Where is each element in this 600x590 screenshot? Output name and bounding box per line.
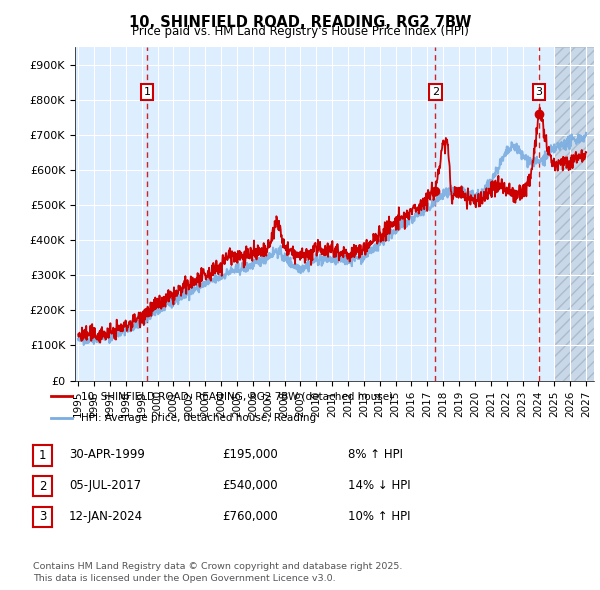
Text: 3: 3 (536, 87, 542, 97)
Text: 12-JAN-2024: 12-JAN-2024 (69, 510, 143, 523)
Text: £195,000: £195,000 (222, 448, 278, 461)
Text: 2: 2 (432, 87, 439, 97)
Text: 1: 1 (143, 87, 151, 97)
Text: £760,000: £760,000 (222, 510, 278, 523)
Bar (554, 47, 594, 381)
Text: 1: 1 (39, 449, 46, 462)
Text: 2: 2 (39, 480, 46, 493)
Text: Contains HM Land Registry data © Crown copyright and database right 2025.
This d: Contains HM Land Registry data © Crown c… (33, 562, 403, 583)
Text: 8% ↑ HPI: 8% ↑ HPI (348, 448, 403, 461)
Text: 10, SHINFIELD ROAD, READING, RG2 7BW: 10, SHINFIELD ROAD, READING, RG2 7BW (129, 15, 471, 30)
Text: 10% ↑ HPI: 10% ↑ HPI (348, 510, 410, 523)
Text: 14% ↓ HPI: 14% ↓ HPI (348, 479, 410, 492)
Text: 30-APR-1999: 30-APR-1999 (69, 448, 145, 461)
Text: HPI: Average price, detached house, Reading: HPI: Average price, detached house, Read… (81, 414, 316, 424)
Text: £540,000: £540,000 (222, 479, 278, 492)
Text: 10, SHINFIELD ROAD, READING, RG2 7BW (detached house): 10, SHINFIELD ROAD, READING, RG2 7BW (de… (81, 391, 393, 401)
Text: 3: 3 (39, 510, 46, 523)
Text: Price paid vs. HM Land Registry's House Price Index (HPI): Price paid vs. HM Land Registry's House … (131, 25, 469, 38)
Text: 05-JUL-2017: 05-JUL-2017 (69, 479, 141, 492)
